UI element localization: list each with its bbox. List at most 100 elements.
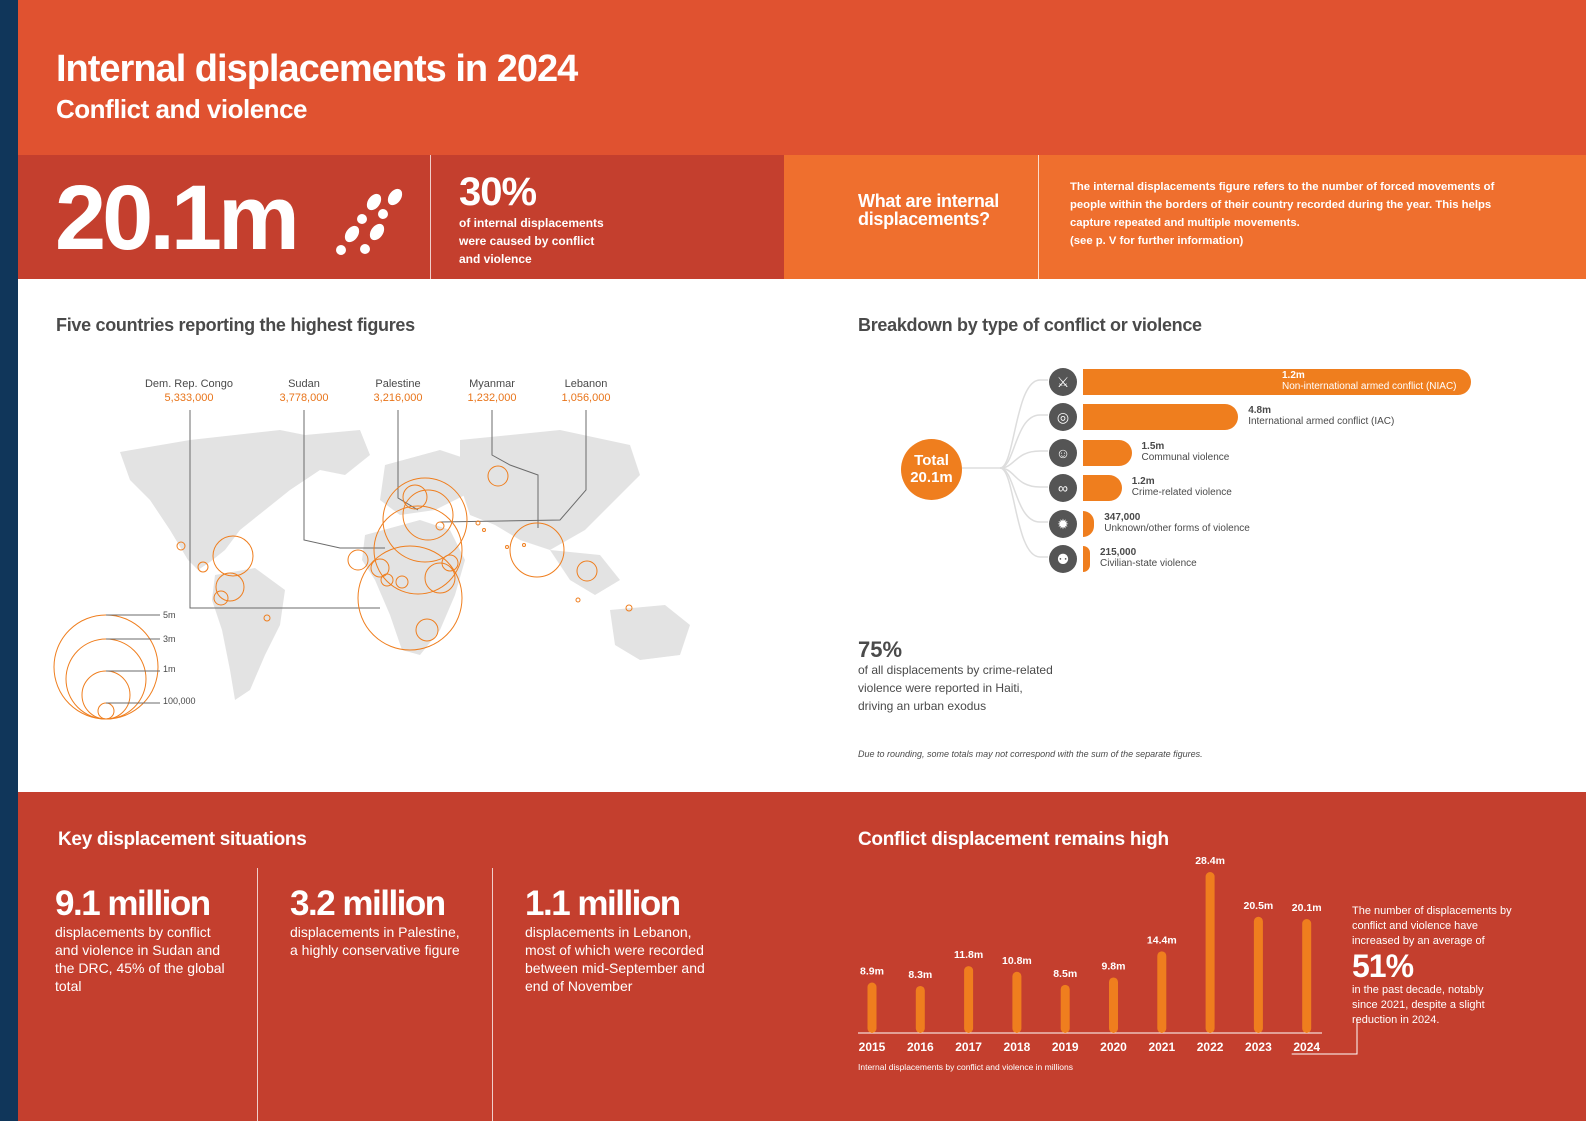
trend-callout-bracket [1291, 1019, 1358, 1055]
bubble-mozambique [415, 618, 439, 642]
trend-year-label: 2015 [859, 1040, 886, 1054]
country-value: 3,778,000 [279, 392, 329, 404]
trend-bar [1253, 916, 1263, 1033]
bubble-ukraine [402, 484, 428, 510]
haiti-percent: 75% [858, 637, 903, 662]
land-masses [120, 430, 690, 700]
footprints-icon [336, 188, 403, 255]
bubble-india-2 [505, 545, 509, 549]
trend-value-label: 20.5m [1244, 900, 1274, 912]
world-map [53, 410, 690, 720]
legend-label-1m: 1m [163, 664, 176, 674]
trend-year-label: 2019 [1052, 1040, 1079, 1054]
explosion-icon: ✹ [1049, 509, 1077, 538]
legend-label-3m: 3m [163, 634, 176, 644]
trend-bar [915, 985, 925, 1033]
breakdown-category: Non-international armed conflict (NIAC) [1282, 381, 1457, 392]
legend-label-100k: 100,000 [163, 696, 196, 706]
trend-chart: 8.9m 2015 8.3m 2016 11.8m 2017 10.8m 2018 8.5m 20… [858, 855, 1358, 1055]
breakdown-bar [1083, 546, 1090, 572]
breakdown-value: 4.8m [1248, 405, 1271, 417]
rifle-icon: ⚔ [1049, 368, 1077, 396]
bubble-mexico [197, 561, 209, 573]
legend-circle-100k [97, 702, 115, 720]
south-america [212, 568, 285, 700]
bubble-usa [176, 541, 186, 551]
bubble-pakistan [482, 528, 486, 532]
globe-icon: ◎ [1049, 403, 1077, 432]
breakdown-bar [1083, 475, 1122, 502]
haiti-note: of all displacements by crime-related vi… [858, 663, 1053, 713]
trend-bar [867, 982, 877, 1033]
country-name: Lebanon [564, 378, 608, 390]
bubble-philippines [576, 560, 598, 582]
page-subtitle: Conflict and violence [56, 94, 308, 124]
trend-year-label: 2016 [907, 1040, 934, 1054]
trend-year-label: 2020 [1100, 1040, 1127, 1054]
bubble-india-1 [475, 520, 481, 526]
breakdown-bar [1083, 404, 1239, 431]
trend-value-label: 8.5m [1053, 968, 1077, 980]
country-label: Sudan 3,778,000 [264, 377, 344, 405]
trend-side-text-1: The number of displacements by conflict … [1352, 905, 1512, 947]
left-spine [0, 0, 18, 1121]
trend-bar [1012, 971, 1022, 1033]
situation-text: displacements in Lebanon, most of which … [525, 924, 705, 994]
map-heading: Five countries reporting the highest fig… [56, 315, 415, 335]
country-label: Dem. Rep. Congo 5,333,000 [139, 377, 239, 405]
africa [362, 520, 465, 655]
trend-year-label: 2017 [955, 1040, 982, 1054]
definition-text: The internal displacements figure refers… [1070, 178, 1510, 250]
trend-value-label: 8.3m [908, 969, 932, 981]
trend-value-label: 28.4m [1195, 855, 1225, 867]
divider [257, 868, 258, 1121]
breakdown-category: Unknown/other forms of violence [1104, 522, 1250, 534]
breakdown-connectors [962, 379, 1048, 558]
country-value: 1,232,000 [467, 392, 517, 404]
trend-year-label: 2018 [1004, 1040, 1031, 1054]
breakdown-category: Crime-related violence [1131, 487, 1232, 499]
leader-line [439, 410, 587, 523]
trend-bar [964, 966, 974, 1033]
breakdown-value: 1.2m [1282, 370, 1305, 381]
breakdown-category: International armed conflict (IAC) [1248, 416, 1395, 428]
country-label: Palestine 3,216,000 [358, 377, 438, 405]
country-name: Palestine [375, 378, 421, 390]
trend-axis-note: Internal displacements by conflict and v… [858, 1062, 1073, 1072]
country-name: Sudan [288, 378, 320, 390]
bubble-india-3 [522, 543, 526, 547]
country-name: Dem. Rep. Congo [144, 378, 234, 390]
breakdown-bar [1083, 510, 1095, 537]
bubble-indonesia [575, 597, 581, 603]
leader-line [303, 410, 385, 549]
bubble-nigeria [380, 573, 394, 587]
header-band [18, 0, 1586, 155]
legend-ticks [106, 614, 160, 704]
breakdown-bar [1083, 369, 1471, 395]
trend-bar [1109, 977, 1118, 1033]
bubble-somalia [441, 554, 459, 572]
trend-value-label: 8.9m [860, 966, 884, 978]
europe [380, 450, 470, 515]
bubble-cameroon [395, 575, 409, 589]
definition-reference: (see p. V for further information) [1070, 235, 1244, 247]
definition-body: The internal displacements figure refers… [1070, 181, 1495, 229]
breakdown-bar [1083, 439, 1132, 466]
bubble-png [625, 604, 633, 612]
leader-line [397, 410, 419, 511]
breakdown-value: 1.2m [1131, 476, 1155, 488]
total-badge: Total 20.1m [901, 439, 962, 500]
trend-bar [1060, 984, 1070, 1033]
bubble-sahel-1 [347, 549, 369, 571]
breakdown-heading: Breakdown by type of conflict or violenc… [858, 315, 1202, 335]
divider [1038, 155, 1039, 279]
bottom-band [18, 792, 1586, 1121]
country-name: Myanmar [469, 378, 515, 390]
country-value: 3,216,000 [373, 392, 423, 404]
legend-circle-3m [65, 638, 147, 720]
bubble-sahel-2 [370, 558, 390, 578]
trend-year-label: 2023 [1245, 1040, 1272, 1054]
situation-figure: 3.2 million [290, 884, 446, 923]
trend-average-increase: 51% [1352, 948, 1414, 984]
bubble-ethiopia [424, 562, 456, 594]
